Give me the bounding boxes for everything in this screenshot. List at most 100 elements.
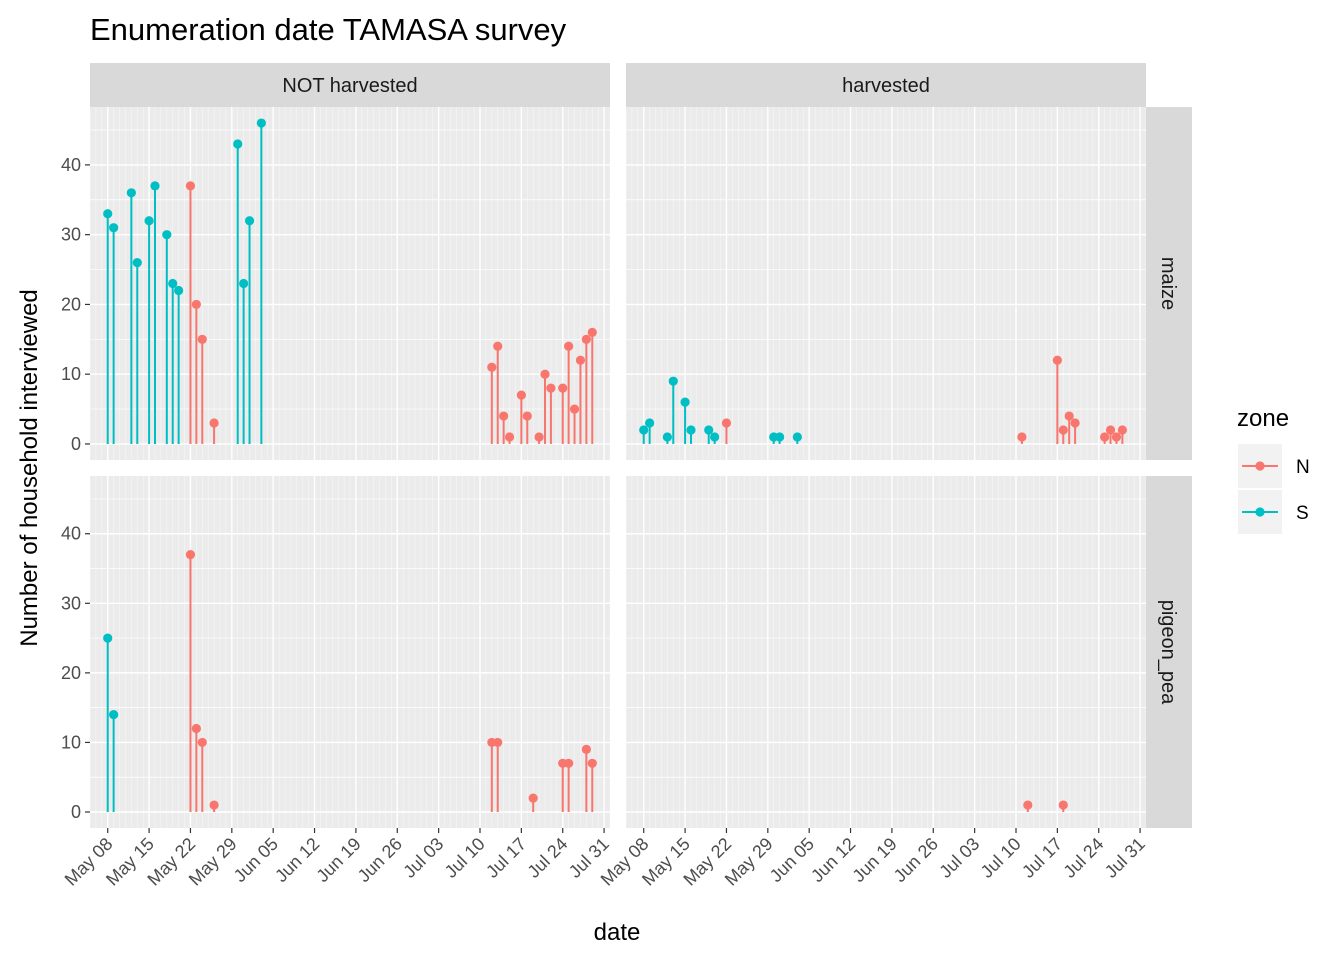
lollipop-point-S xyxy=(239,278,249,289)
lollipop-point-S xyxy=(639,425,649,435)
x-tick-label: Jul 17 xyxy=(482,834,530,882)
lollipop-point-S xyxy=(704,425,714,435)
lollipop-point-S xyxy=(256,118,266,128)
lollipop-point-S xyxy=(162,230,172,240)
lollipop-point-S xyxy=(645,418,655,428)
y-tick-label: 40 xyxy=(61,155,81,175)
x-tick-label: Jul 17 xyxy=(1018,834,1066,882)
strip-harvested: harvested xyxy=(626,63,1146,107)
strip-pigeon_pea: pigeon_pea xyxy=(1146,476,1192,828)
lollipop-point-N xyxy=(1105,425,1116,435)
lollipop-point-S xyxy=(150,181,160,191)
lollipop-point-N xyxy=(564,758,574,768)
legend-label: N xyxy=(1296,457,1310,478)
x-tick-label: Jul 10 xyxy=(441,834,489,882)
lollipop-point-S xyxy=(686,425,696,435)
lollipop-point-N xyxy=(1111,432,1122,442)
x-tick-label: Jul 03 xyxy=(935,834,983,882)
legend-label: S xyxy=(1296,503,1309,524)
lollipop-point-S xyxy=(103,633,113,643)
lollipop-point-N xyxy=(1017,432,1027,442)
lollipop-point-N xyxy=(1023,800,1033,810)
lollipop-point-N xyxy=(522,411,532,421)
lollipop-point-S xyxy=(244,216,255,226)
lollipop-point-S xyxy=(792,432,802,442)
lollipop-point-N xyxy=(504,432,515,442)
x-tick-label: Jul 03 xyxy=(399,834,447,882)
lollipop-point-N xyxy=(1064,411,1074,421)
lollipop-point-N xyxy=(197,334,207,344)
panels-layer: NOT harvested harvested maize pigeon_pea 0 10… xyxy=(61,63,1192,890)
x-tick-label: Jun 12 xyxy=(271,834,323,886)
lollipop-point-S xyxy=(775,432,785,442)
legend-entry-S: S xyxy=(1238,490,1309,534)
x-tick-label: Jul 10 xyxy=(977,834,1025,882)
lollipop-point-S xyxy=(233,139,243,149)
lollipop-point-S xyxy=(109,223,119,233)
lollipop-point-S xyxy=(109,710,119,720)
panel-harvested-maize xyxy=(625,107,1147,460)
x-tick-label: Jun 26 xyxy=(354,834,406,886)
strip-background xyxy=(1146,476,1192,828)
lollipop-point-N xyxy=(191,299,201,310)
y-tick-label: 40 xyxy=(61,524,81,544)
legend-title: zone xyxy=(1237,405,1289,432)
panel-not-harvested-maize xyxy=(89,107,611,460)
lollipop-point-N xyxy=(493,737,503,748)
lollipop-point-N xyxy=(197,737,207,748)
lollipop-point-N xyxy=(546,383,556,393)
strip-label: NOT harvested xyxy=(282,75,417,97)
legend-entry-N: N xyxy=(1238,444,1310,488)
lollipop-point-N xyxy=(1052,355,1062,365)
strip-not-harvested: NOT harvested xyxy=(90,63,610,107)
y-tick-label: 20 xyxy=(61,663,81,683)
lollipop-point-S xyxy=(168,278,178,289)
x-tick-label: Jun 19 xyxy=(312,834,364,886)
lollipop-point-N xyxy=(1058,425,1068,435)
lollipop-point-S xyxy=(144,216,154,226)
lollipop-point-N xyxy=(209,800,219,810)
lollipop-point-N xyxy=(581,744,591,754)
y-tick-label: 30 xyxy=(61,593,81,613)
lollipop-point-N xyxy=(558,383,568,393)
lollipop-point-N xyxy=(581,334,591,344)
lollipop-point-N xyxy=(534,432,544,442)
lollipop-point-N xyxy=(721,418,732,428)
lollipop-point-S xyxy=(662,432,672,442)
lollipop-point-N xyxy=(1117,425,1127,435)
x-axis-title: date xyxy=(594,919,641,946)
lollipop-point-N xyxy=(487,362,497,372)
lollipop-point-N xyxy=(185,550,196,560)
y-tick-label: 20 xyxy=(61,294,81,314)
strip-background xyxy=(1146,107,1192,460)
lollipop-point-N xyxy=(528,793,538,803)
legend: zone N S xyxy=(1237,405,1310,534)
lollipop-point-S xyxy=(174,285,184,296)
lollipop-point-N xyxy=(540,369,550,379)
lollipop-point-N xyxy=(185,181,196,191)
lollipop-point-S xyxy=(668,376,678,386)
lollipop-point-N xyxy=(569,404,580,414)
strip-label: harvested xyxy=(842,75,930,97)
lollipop-point-N xyxy=(587,758,597,768)
lollipop-point-N xyxy=(191,723,201,734)
y-axis-title: Number of household interviewed xyxy=(16,289,43,647)
lollipop-point-N xyxy=(493,341,503,351)
lollipop-point-S xyxy=(126,188,136,198)
y-tick-label: 30 xyxy=(61,225,81,245)
x-tick-label: Jun 26 xyxy=(890,834,942,886)
lollipop-point-N xyxy=(499,411,509,421)
strip-background xyxy=(626,63,1146,107)
y-tick-label: 10 xyxy=(61,732,81,752)
x-tick-label: Jul 24 xyxy=(523,834,571,882)
lollipop-point-S xyxy=(132,257,142,268)
x-tick-label: Jun 05 xyxy=(766,834,818,886)
lollipop-point-S xyxy=(103,209,113,219)
x-tick-label: Jun 05 xyxy=(230,834,282,886)
strip-label: pigeon_pea xyxy=(1157,600,1179,705)
strip-label: maize xyxy=(1157,257,1179,310)
chart-title: Enumeration date TAMASA survey xyxy=(90,12,567,47)
lollipop-point-N xyxy=(209,418,219,428)
lollipop-point-N xyxy=(516,390,526,400)
